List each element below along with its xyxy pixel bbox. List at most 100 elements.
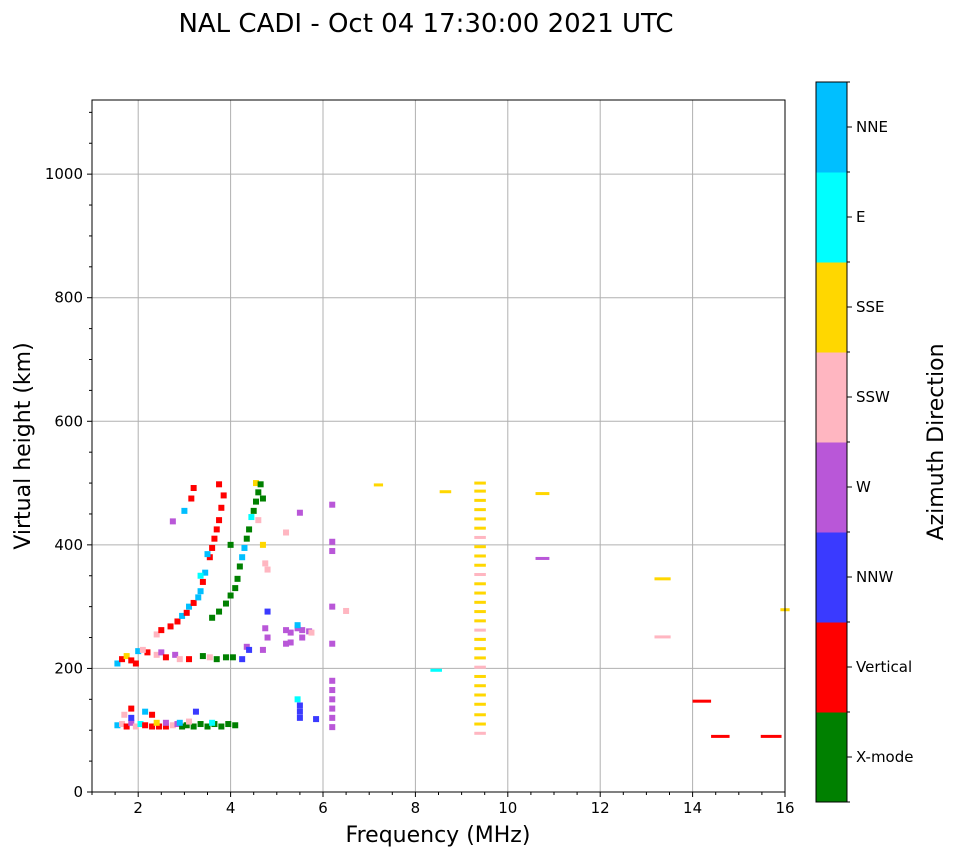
data-point-sse [474, 684, 486, 688]
colorbar-swatch [816, 262, 847, 353]
data-point-ssw [474, 535, 486, 539]
colorbar-label: Azimuth Direction [924, 343, 949, 540]
data-point-e [248, 514, 255, 521]
data-point-w [329, 501, 336, 508]
data-point-x-mode [255, 489, 262, 496]
data-point-ssw [206, 654, 213, 661]
y-tick-label: 1000 [45, 165, 83, 183]
data-point-vertical [216, 481, 223, 488]
data-point-w [243, 643, 250, 650]
data-point-vertical [119, 656, 126, 663]
data-point-x-mode [222, 654, 229, 661]
data-point-e [209, 719, 216, 726]
data-point-ssw [186, 718, 193, 725]
data-point-ssw [255, 517, 262, 524]
data-point-ssw [262, 560, 269, 567]
colorbar-frame [815, 81, 848, 803]
colorbar-tick-label: NNE [856, 118, 888, 136]
data-point-nne [195, 594, 202, 601]
data-point-w [264, 634, 271, 641]
data-point-x-mode [246, 526, 253, 533]
data-point-x-mode [199, 653, 206, 660]
data-point-sse [474, 722, 486, 726]
data-point-e [137, 721, 144, 728]
x-tick-label: 14 [683, 799, 702, 817]
data-point-vertical [149, 711, 156, 718]
data-point-vertical [128, 705, 135, 712]
data-point-x-mode [243, 535, 250, 542]
data-point-w [283, 627, 290, 634]
y-tick-label: 600 [54, 412, 83, 430]
data-point-w [329, 603, 336, 610]
data-point-x-mode [236, 563, 243, 570]
data-point-vertical [711, 734, 730, 738]
data-point-ssw [474, 573, 486, 577]
data-point-ssw [343, 607, 350, 614]
x-tick-label: 12 [591, 799, 610, 817]
data-point-vertical [218, 504, 225, 511]
data-point-vertical [199, 578, 206, 585]
data-point-vertical [155, 723, 162, 730]
data-point-vertical [209, 544, 216, 551]
data-point-vertical [190, 599, 197, 606]
data-point-w [329, 705, 336, 712]
data-point-nne [114, 660, 121, 667]
data-point-x-mode [216, 608, 223, 615]
data-point-w [287, 629, 294, 636]
colorbar-tick-label: X-mode [856, 748, 913, 766]
data-point-w [169, 518, 176, 525]
data-point-vertical [188, 495, 195, 502]
data-point-x-mode [190, 723, 197, 730]
data-point-sse [535, 492, 550, 496]
data-point-ssw [474, 665, 486, 669]
data-point-vertical [213, 526, 220, 533]
data-point-sse [153, 719, 160, 726]
colorbar-tick-label: SSW [856, 388, 890, 406]
data-point-e [430, 668, 442, 672]
data-point-ssw [119, 721, 126, 728]
data-point-sse [474, 600, 486, 604]
data-point-w [299, 627, 306, 634]
colorbar: X-mode Vertical NNW W SSW SSE E NNE [815, 81, 913, 803]
data-point-x-mode [204, 723, 211, 730]
x-tick-label: 6 [318, 799, 328, 817]
data-point-w [329, 724, 336, 731]
data-point-vertical [144, 649, 151, 656]
data-point-nne [135, 648, 142, 655]
data-point-w [329, 538, 336, 545]
data-point-vertical [211, 535, 218, 542]
data-point-nne [186, 603, 193, 610]
data-point-x-mode [218, 723, 225, 730]
data-point-x-mode [259, 495, 266, 502]
data-point-w [329, 640, 336, 647]
data-point-vertical [186, 656, 193, 663]
data-point-ssw [169, 722, 176, 729]
data-point-vertical [760, 734, 782, 738]
data-point-w [329, 696, 336, 703]
data-point-sse [253, 480, 260, 487]
data-point-nnw [296, 708, 303, 715]
data-point-vertical [216, 517, 223, 524]
data-point-sse [474, 647, 486, 651]
data-point-sse [474, 554, 486, 558]
data-point-sse [474, 508, 486, 512]
data-point-w [535, 556, 550, 560]
data-point-nne [142, 708, 149, 715]
data-point-w [296, 509, 303, 516]
data-point-sse [474, 526, 486, 530]
data-point-sse [474, 545, 486, 549]
data-point-nnw [128, 714, 135, 721]
data-point-w [329, 714, 336, 721]
data-point-x-mode [257, 481, 264, 488]
data-point-ssw [474, 731, 486, 735]
x-axis: 2 4 6 8 10 12 14 16 [91, 792, 795, 817]
data-point-w [259, 646, 266, 653]
data-point-x-mode [213, 656, 220, 663]
colorbar-tick-label: Vertical [856, 658, 912, 676]
data-point-ssw [132, 723, 139, 730]
y-axis: 0 200 400 600 800 1000 [45, 111, 92, 801]
data-point-nne [114, 722, 121, 729]
data-point-w [283, 640, 290, 647]
